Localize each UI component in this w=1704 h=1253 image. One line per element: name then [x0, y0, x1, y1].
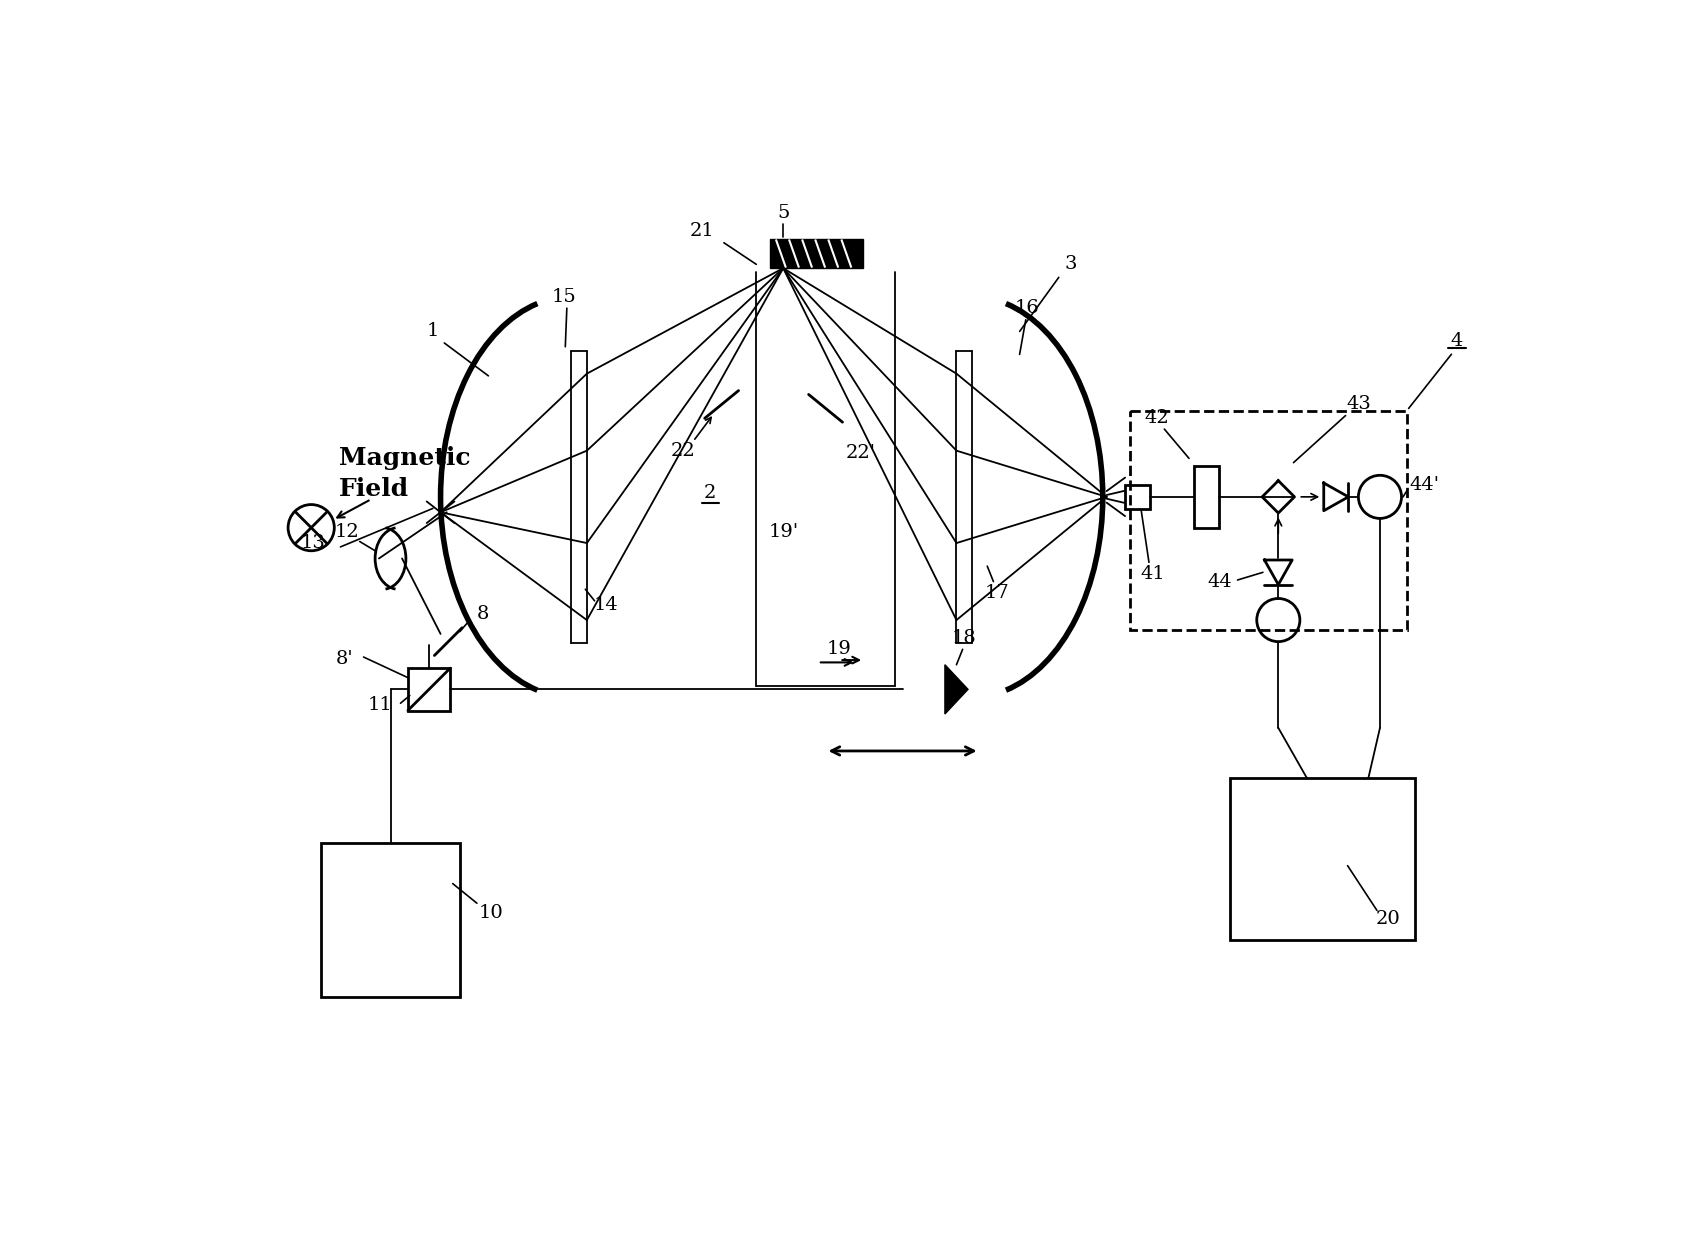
- Text: 5: 5: [777, 204, 789, 223]
- Bar: [1195, 466, 1218, 528]
- Bar: [407, 668, 450, 710]
- Text: 12: 12: [334, 523, 360, 540]
- Text: 19: 19: [826, 640, 852, 658]
- Text: 21: 21: [690, 222, 714, 241]
- Text: 1: 1: [426, 322, 440, 341]
- Text: 19': 19': [769, 523, 797, 540]
- Text: 15: 15: [552, 288, 576, 306]
- Text: 4: 4: [1450, 332, 1464, 351]
- Text: 20: 20: [1375, 910, 1401, 927]
- Text: 41: 41: [1140, 565, 1166, 583]
- Text: 44': 44': [1409, 476, 1440, 495]
- Text: 3: 3: [1065, 256, 1077, 273]
- Text: Field: Field: [339, 477, 409, 501]
- Bar: [1130, 411, 1408, 630]
- Text: 10: 10: [479, 903, 503, 922]
- Text: 16: 16: [1016, 299, 1039, 317]
- Text: 13: 13: [302, 534, 325, 553]
- Text: 8': 8': [336, 649, 353, 668]
- Text: 17: 17: [985, 584, 1010, 603]
- Text: 2: 2: [704, 484, 716, 502]
- Text: 44: 44: [1208, 573, 1232, 590]
- Text: 22: 22: [671, 441, 695, 460]
- Text: 11: 11: [368, 695, 394, 714]
- Bar: [1125, 485, 1150, 509]
- Text: Magnetic: Magnetic: [339, 446, 470, 470]
- Text: 14: 14: [593, 595, 619, 614]
- Polygon shape: [946, 665, 968, 714]
- Text: 18: 18: [953, 629, 976, 647]
- Text: 42: 42: [1145, 410, 1169, 427]
- Text: 8: 8: [477, 605, 489, 623]
- Bar: [1230, 778, 1414, 940]
- Bar: [770, 239, 862, 268]
- Text: 43: 43: [1346, 396, 1372, 413]
- Text: 22': 22': [845, 444, 876, 462]
- Bar: [322, 843, 460, 997]
